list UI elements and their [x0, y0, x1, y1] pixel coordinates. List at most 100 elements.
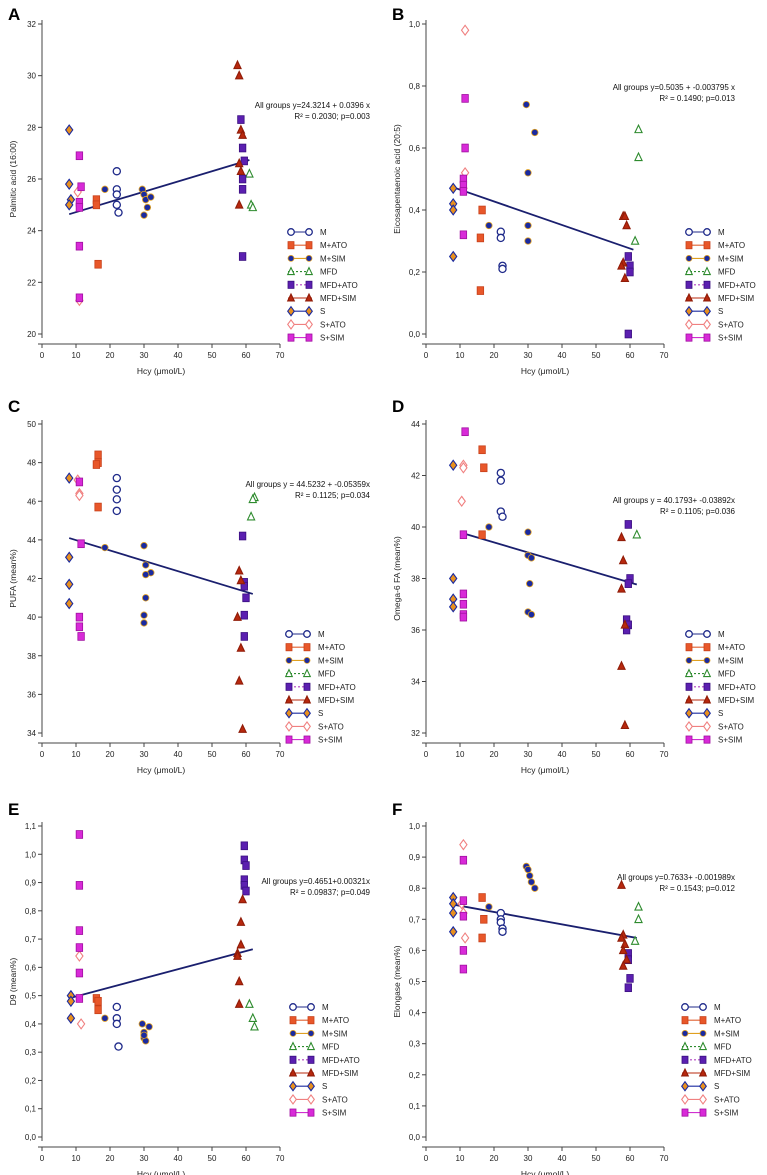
series-mfd	[246, 491, 259, 521]
data-point	[112, 1002, 122, 1012]
x-tick-label: 0	[424, 750, 429, 759]
legend-marker	[703, 720, 711, 732]
legend-label: M+ATO	[322, 1016, 349, 1025]
data-point	[461, 143, 469, 153]
data-point	[140, 542, 148, 550]
data-point	[238, 143, 247, 153]
data-point	[75, 151, 84, 161]
panel-A: A 20 22 24 26 28 30 32 0 10 20 30 40 50 60 70 Hcy (μmol/…	[8, 5, 371, 376]
x-tick-label: 20	[106, 351, 115, 360]
data-point	[112, 495, 122, 504]
data-point	[620, 619, 630, 629]
data-point	[459, 230, 468, 240]
data-point	[64, 472, 74, 484]
legend-marker	[703, 682, 711, 691]
legend-label: MFD+SIM	[322, 1069, 359, 1078]
legend-label: MFD	[318, 670, 336, 679]
legend: M M+ATO M+SIM MFD MFD+ATO MFD+SIM S S+ATO S+SIM	[288, 1003, 360, 1118]
y-tick-label: 0,5	[25, 992, 37, 1001]
legend-marker	[287, 241, 295, 250]
legend-marker	[304, 266, 314, 276]
legend-label: MFD	[320, 268, 338, 277]
data-point	[448, 897, 458, 910]
series-mfd	[244, 998, 259, 1031]
legend-marker	[305, 333, 313, 342]
legend-marker	[303, 720, 311, 732]
legend-label: S+ATO	[320, 320, 346, 329]
data-point	[112, 485, 122, 494]
panel-letter: C	[8, 397, 20, 416]
legend-label: M	[718, 228, 725, 237]
legend-marker	[699, 1003, 707, 1011]
data-point	[75, 968, 84, 978]
x-tick-label: 40	[174, 351, 183, 360]
data-point	[459, 964, 468, 974]
regression-equation: All groups y=24.3214 + 0.0396 x	[255, 101, 370, 110]
legend: M M+ATO M+SIM MFD MFD+ATO MFD+SIM S S+ATO S+SIM	[286, 228, 358, 343]
legend-marker	[699, 1108, 707, 1117]
series-s-ato	[459, 24, 470, 195]
data-point	[459, 838, 468, 851]
legend-marker	[306, 1041, 316, 1051]
series-m	[496, 908, 507, 936]
legend-label: S	[320, 307, 325, 316]
y-tick-label: 0,6	[409, 946, 421, 955]
y-tick-label: 1,0	[409, 20, 421, 29]
data-point	[524, 221, 532, 230]
series-mfd-ato	[238, 531, 250, 641]
x-tick-label: 40	[174, 1154, 183, 1163]
data-point	[234, 70, 244, 80]
x-tick-label: 40	[558, 750, 567, 759]
data-point	[632, 529, 642, 539]
legend-marker	[307, 1030, 315, 1037]
data-point	[476, 233, 485, 243]
y-tick-label: 0,9	[409, 853, 421, 862]
legend-label: MFD+ATO	[718, 281, 756, 290]
y-tick-label: 22	[27, 278, 36, 287]
data-point	[246, 511, 256, 521]
series-s	[64, 124, 76, 211]
data-point	[138, 1020, 146, 1028]
legend-marker	[285, 630, 293, 638]
data-point	[238, 893, 248, 904]
data-point	[112, 190, 122, 199]
series-m-sim	[101, 542, 155, 627]
legend-label: MFD+SIM	[320, 294, 357, 303]
x-tick-label: 50	[592, 750, 601, 759]
x-tick-label: 0	[424, 351, 429, 360]
data-point	[234, 565, 244, 575]
data-point	[140, 611, 148, 619]
y-tick-label: 0,4	[409, 206, 421, 215]
data-point	[75, 612, 84, 622]
x-tick-label: 70	[276, 1154, 285, 1163]
legend-marker	[681, 1093, 689, 1105]
y-tick-label: 28	[27, 123, 36, 132]
legend-marker	[305, 280, 313, 289]
data-point	[248, 1012, 258, 1023]
legend-marker	[287, 318, 295, 330]
x-axis-label: Hcy (μmol/L)	[137, 366, 186, 376]
regression-stats: R² = 0.1543; p=0.012	[659, 884, 735, 893]
legend-label: MFD+SIM	[718, 696, 755, 705]
series-s-sim	[75, 830, 84, 1003]
x-axis-label: Hcy (μmol/L)	[137, 765, 186, 775]
legend-marker	[684, 266, 694, 276]
data-point	[112, 1019, 122, 1029]
panel-B: B 0,0 0,2 0,4 0,6 0,8 1,0 0 10 20 30 40 50 60 70 Hcy (μ…	[392, 5, 756, 376]
legend-marker	[303, 735, 311, 744]
legend-marker	[307, 1093, 315, 1105]
legend-label: S	[718, 709, 723, 718]
legend-marker	[684, 292, 694, 302]
legend-marker	[285, 643, 293, 652]
series-mfd-sim	[617, 879, 632, 970]
data-point	[64, 578, 74, 591]
data-point	[498, 264, 507, 274]
legend-marker	[286, 292, 296, 302]
data-point	[618, 960, 628, 970]
y-tick-label: 36	[411, 626, 420, 635]
legend-marker	[307, 1080, 315, 1092]
legend-marker	[289, 1108, 297, 1117]
data-point	[480, 463, 488, 473]
legend-marker	[681, 1030, 689, 1037]
legend-marker	[703, 228, 711, 236]
